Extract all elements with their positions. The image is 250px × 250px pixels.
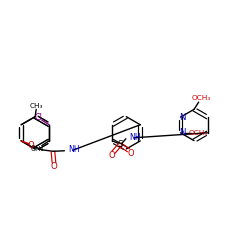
Text: O: O (108, 152, 115, 160)
Text: CH₃: CH₃ (30, 103, 43, 109)
Text: O: O (127, 149, 134, 158)
Text: O: O (28, 140, 34, 149)
Text: OCH₃: OCH₃ (189, 130, 208, 136)
Text: CH₃: CH₃ (31, 146, 44, 152)
Text: Cl: Cl (34, 113, 42, 122)
Text: N: N (179, 113, 186, 122)
Text: O: O (50, 162, 57, 171)
Text: OCH₃: OCH₃ (191, 95, 210, 101)
Text: N: N (179, 128, 186, 137)
Text: S: S (118, 140, 123, 149)
Text: NH: NH (68, 145, 80, 154)
Text: NH: NH (130, 133, 141, 142)
